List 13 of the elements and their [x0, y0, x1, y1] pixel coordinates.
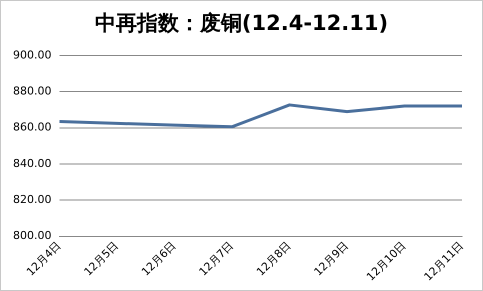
y-tick-label: 820.00	[12, 193, 52, 206]
chart-title: 中再指数：废铜(12.4-12.11)	[94, 10, 390, 37]
x-tick-label: 12月6日	[139, 238, 179, 279]
y-tick-label: 860.00	[12, 120, 52, 134]
x-tick-label: 12月8日	[254, 238, 294, 279]
x-tick-label: 12月10日	[364, 238, 409, 284]
y-tick-label: 840.00	[12, 156, 52, 170]
y-tick-label: 900.00	[12, 48, 52, 62]
x-tick-label: 12月7日	[196, 238, 236, 279]
y-tick-label: 880.00	[12, 84, 52, 98]
x-tick-label: 12月5日	[82, 238, 122, 279]
x-tick-label: 12月11日	[422, 238, 466, 284]
x-tick-label: 12月9日	[312, 238, 352, 279]
